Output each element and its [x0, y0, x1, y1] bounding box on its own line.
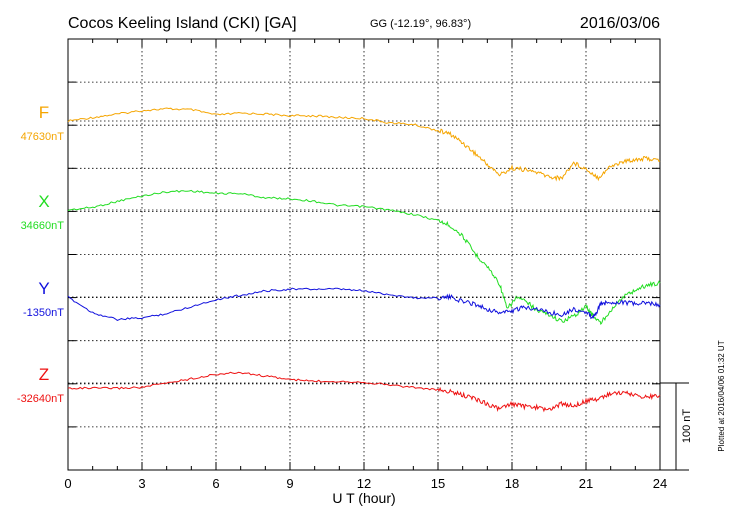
station-coords: GG (-12.19°, 96.83°) — [370, 18, 471, 30]
series-name-y: Y — [38, 279, 49, 298]
series-name-z: Z — [39, 365, 49, 384]
series-baseline-z: -32640nT — [17, 393, 64, 405]
grid-lines — [68, 39, 660, 470]
x-ticks: 0 3 6 9 12 15 18 21 24 — [64, 39, 667, 491]
scale-bar: 100 nT — [660, 382, 693, 471]
series-line-y — [67, 287, 661, 321]
plotted-timestamp: Plotted at 2016/04/06 01:32 UT — [717, 340, 726, 451]
plot-area: 0 3 6 9 12 15 18 21 24 — [64, 38, 667, 491]
x-tick-label: 0 — [64, 476, 71, 491]
x-tick-label: 18 — [505, 476, 519, 491]
station-title: Cocos Keeling Island (CKI) [GA] — [68, 15, 297, 32]
x-axis-label: U T (hour) — [332, 490, 395, 506]
x-tick-label: 9 — [286, 476, 293, 491]
series-line-x — [67, 189, 661, 325]
x-tick-label: 21 — [579, 476, 593, 491]
series-name-f: F — [39, 103, 49, 122]
series-name-x: X — [38, 192, 49, 211]
series-baseline-f: 47630nT — [21, 131, 65, 143]
x-tick-label: 3 — [138, 476, 145, 491]
x-tick-label: 24 — [653, 476, 667, 491]
scale-bar-label: 100 nT — [681, 409, 693, 444]
x-tick-label: 12 — [357, 476, 371, 491]
series-labels: F 47630nT X 34660nT Y -1350nT Z -32640nT — [17, 103, 64, 405]
series-baseline-y: -1350nT — [23, 307, 64, 319]
series-group — [67, 107, 661, 413]
series-line-z — [67, 371, 661, 413]
x-tick-label: 15 — [431, 476, 445, 491]
series-baseline-x: 34660nT — [21, 220, 65, 232]
y-ticks — [68, 38, 660, 471]
x-tick-label: 6 — [212, 476, 219, 491]
plot-date: 2016/03/06 — [580, 15, 660, 32]
series-line-f — [67, 107, 661, 182]
